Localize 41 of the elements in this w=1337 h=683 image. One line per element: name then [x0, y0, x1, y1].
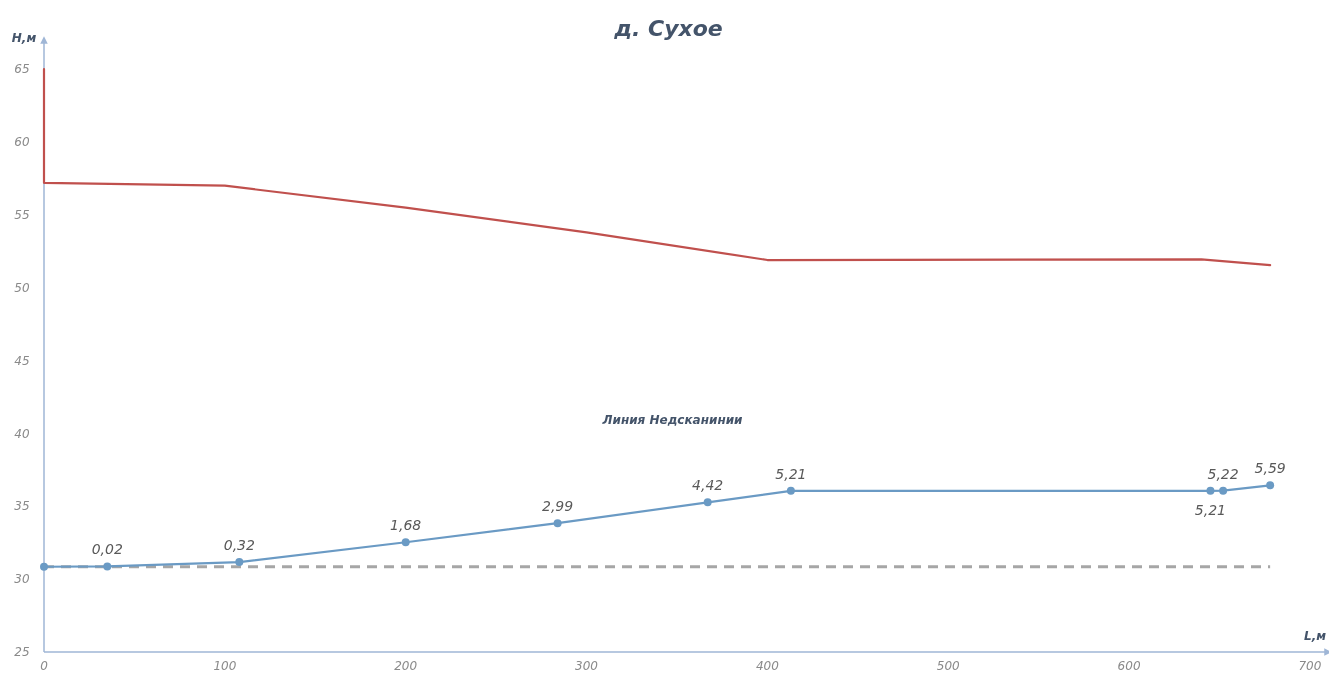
annotation: 0,32 [223, 537, 255, 554]
point [703, 498, 712, 507]
x-tick-label: 0 [40, 659, 49, 673]
y-tick-label: 30 [14, 572, 30, 587]
y-tick-label: 65 [14, 62, 30, 77]
annotation: 4,42 [692, 477, 724, 494]
y-axis-title: H,м [11, 31, 37, 45]
point [786, 486, 795, 495]
annotation: 2,99 [542, 498, 574, 515]
annotation: 5,22 [1207, 465, 1239, 482]
annotation: Линия Недсканинии [601, 413, 744, 427]
annotation: 0,02 [91, 541, 123, 558]
x-tick-label: 200 [394, 659, 418, 673]
y-tick-label: 40 [14, 426, 30, 441]
point [553, 519, 562, 528]
annotation: 5,21 [1194, 501, 1227, 518]
point [1219, 486, 1228, 495]
x-tick-label: 700 [1298, 659, 1322, 673]
point [1266, 481, 1275, 490]
point [401, 538, 410, 547]
x-tick-label: 400 [755, 659, 780, 673]
line-series [42, 68, 1272, 267]
x-axis-title: L,м [1303, 629, 1327, 643]
x-tick-label: 100 [213, 659, 237, 673]
y-tick-label: 60 [14, 135, 30, 150]
y-tick-label: 55 [14, 208, 30, 223]
point [235, 558, 244, 567]
x-tick-label: 300 [575, 659, 599, 673]
chart-title: д. Сухое [613, 16, 723, 41]
annotation: 5,59 [1254, 460, 1286, 477]
point [103, 562, 112, 571]
point [40, 562, 48, 571]
x-tick-label: 600 [1117, 659, 1141, 673]
y-tick-label: 35 [14, 499, 30, 514]
y-tick-label: 50 [14, 280, 30, 295]
annotation: 1,68 [390, 517, 422, 534]
point [1206, 486, 1215, 495]
x-tick-label: 500 [936, 659, 961, 673]
annotation: 5,21 [775, 465, 807, 482]
y-tick-label: 25 [14, 645, 30, 660]
y-tick-label: 45 [14, 353, 30, 368]
